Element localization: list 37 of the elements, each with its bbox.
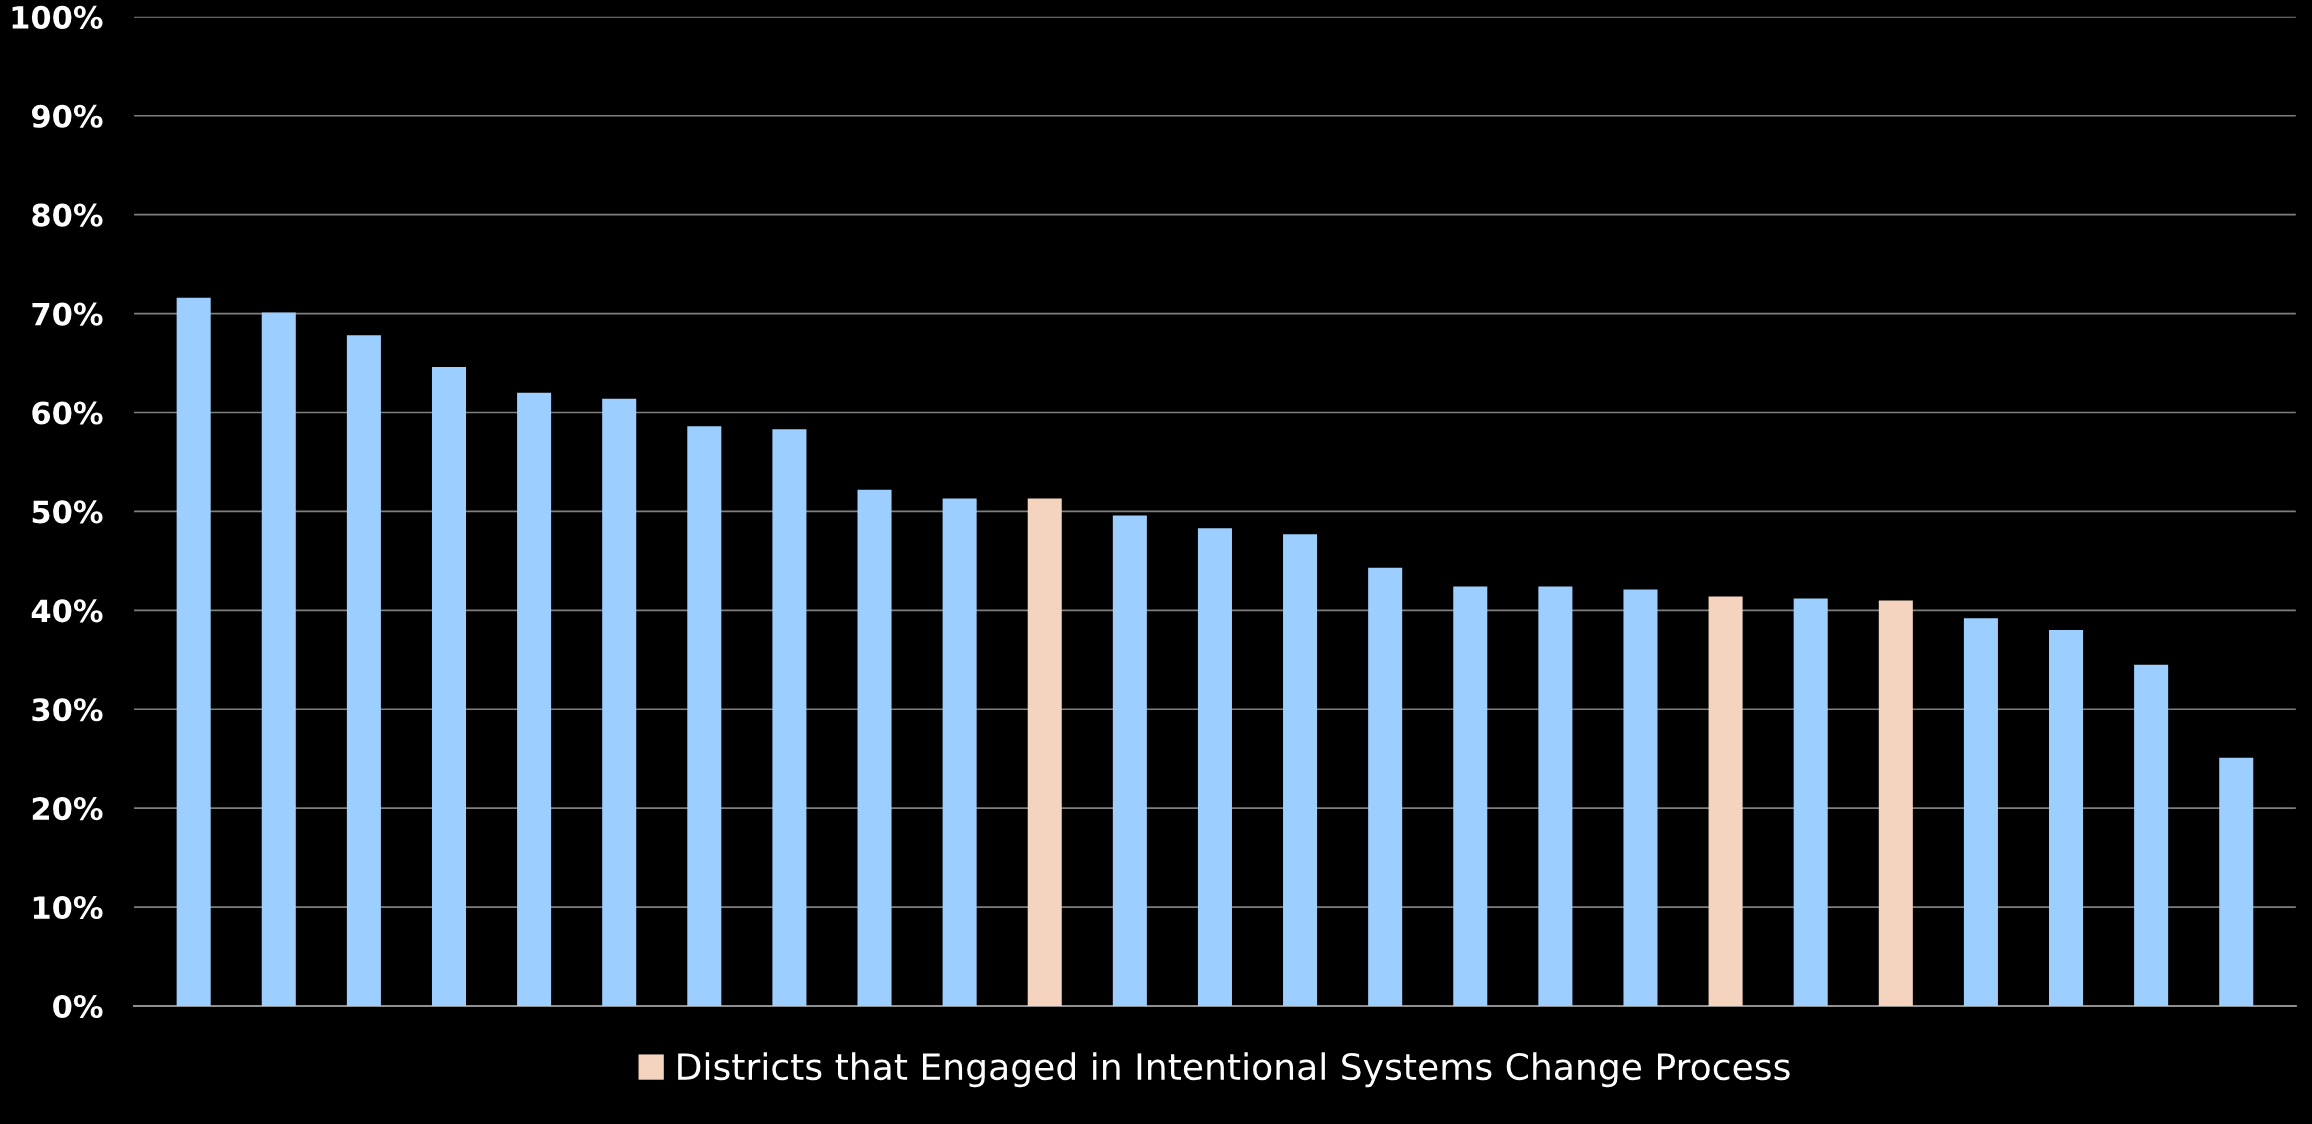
bar xyxy=(346,335,381,1006)
bar xyxy=(2134,664,2169,1006)
y-tick-label: 20% xyxy=(32,797,103,821)
y-tick-label: 10% xyxy=(33,896,103,920)
y-tick-label: 90% xyxy=(31,104,103,128)
bar xyxy=(2049,630,2084,1006)
bar xyxy=(942,498,977,1006)
y-tick-label: 80% xyxy=(32,203,103,227)
y-tick-label: 60% xyxy=(32,401,103,425)
y-tick-label: 70% xyxy=(32,302,103,326)
y-tick-label: 100% xyxy=(12,5,103,29)
bar xyxy=(1793,598,1828,1006)
y-tick-label: 40% xyxy=(31,599,103,623)
bar xyxy=(1623,589,1658,1006)
bar xyxy=(1453,586,1488,1006)
bar xyxy=(2219,757,2254,1006)
bar xyxy=(1197,528,1232,1006)
bar xyxy=(1708,596,1743,1006)
legend-label: Districts that Engaged in Intentional Systems Change Process xyxy=(678,1052,1790,1088)
bar xyxy=(857,489,892,1006)
bar xyxy=(1283,534,1318,1006)
bar xyxy=(1027,498,1062,1006)
y-tick-label: 30% xyxy=(32,698,103,722)
bar xyxy=(261,312,296,1006)
bar xyxy=(176,297,211,1006)
y-tick-label: 50% xyxy=(32,500,103,524)
bar xyxy=(1878,600,1913,1006)
bar xyxy=(602,398,637,1006)
y-tick-label: 0% xyxy=(53,994,103,1019)
bar xyxy=(517,392,552,1006)
bar xyxy=(1538,586,1573,1006)
bar xyxy=(1368,567,1403,1006)
bar xyxy=(1963,618,1998,1006)
bar xyxy=(1112,515,1147,1006)
bar xyxy=(772,429,807,1006)
bar xyxy=(687,426,722,1006)
bar xyxy=(431,367,467,1006)
